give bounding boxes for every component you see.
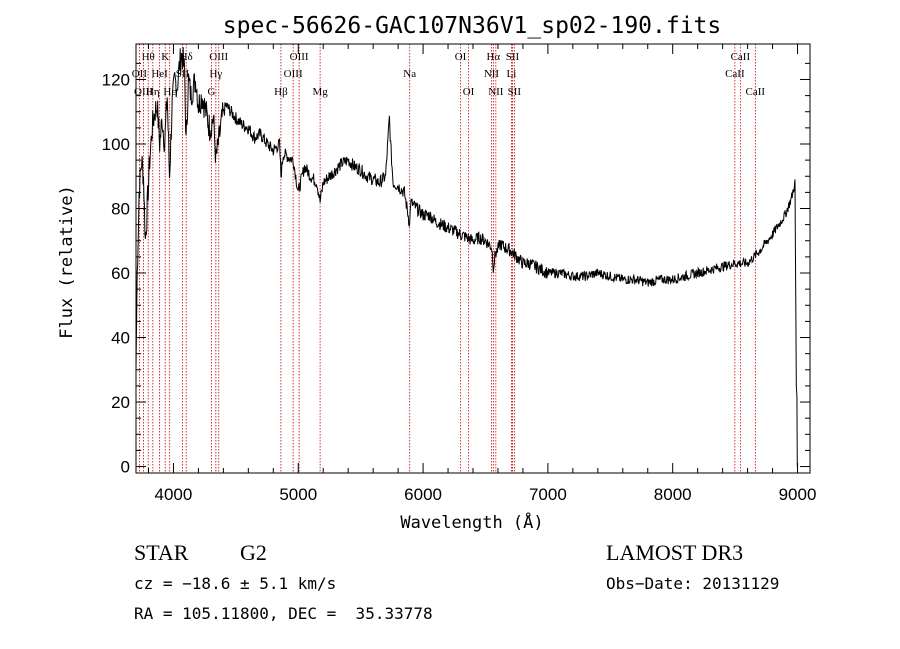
chart-title: spec-56626-GAC107N36V1_sp02-190.fits [223,13,722,39]
marker-label: Hα [486,51,500,63]
flux-series-line [135,47,798,467]
marker-label: SII [508,86,522,98]
survey-name: LAMOST DR3 [606,540,744,565]
x-tick-label: 6000 [404,485,442,504]
marker-label: Hβ [274,86,288,98]
marker-label: OII [132,68,148,80]
y-tick-label: 100 [102,135,130,154]
marker-label: SII [176,68,190,80]
x-tick-label: 8000 [654,485,692,504]
y-tick-label: 40 [111,329,130,348]
marker-label: HeI [151,68,168,80]
marker-label: Hθ [142,51,155,63]
y-tick-label: 0 [121,458,130,477]
object-class: STAR [134,540,189,565]
marker-label: CaII [725,68,745,80]
marker-label: Hε [163,86,176,98]
marker-label: Hγ [209,68,222,80]
marker-label: Na [403,68,416,80]
marker-label: OIII [134,86,153,98]
marker-label: CaII [731,51,751,63]
y-tick-label: 20 [111,393,130,412]
subclass: G2 [240,540,267,565]
axis-ticks: 4000 5000 6000 7000 8000 9000 0 20 40 60 80 100 120 [102,44,817,504]
marker-label: OIII [284,68,303,80]
marker-label: CaII [746,86,766,98]
x-axis-label: Wavelength (Å) [400,511,543,533]
marker-label: NII [484,68,500,80]
y-axis-label: Flux (relative) [57,185,77,339]
x-tick-label: 5000 [279,485,317,504]
marker-label: Li [507,68,517,80]
marker-label: OI [455,51,467,63]
coordinates: RA = 105.11800, DEC = 35.33778 [134,604,433,623]
x-tick-label: 4000 [155,485,193,504]
marker-label: OI [463,86,475,98]
marker-label: Mg [312,86,328,98]
marker-label: SII [506,51,520,63]
plot-frame [135,43,811,474]
marker-label: NII [488,86,504,98]
y-tick-label: 120 [102,70,130,89]
marker-label: K [161,51,169,63]
marker-label: G [208,86,216,98]
redshift-velocity: cz = −18.6 ± 5.1 km/s [134,574,337,593]
x-tick-label: 9000 [779,485,817,504]
y-tick-label: 80 [111,200,130,219]
marker-label: OIII [290,51,309,63]
marker-label: Hη [146,86,160,98]
y-tick-label: 60 [111,264,130,283]
marker-label: OIII [209,51,228,63]
x-tick-label: 7000 [529,485,567,504]
observation-date: Obs−Date: 20131129 [606,574,780,593]
